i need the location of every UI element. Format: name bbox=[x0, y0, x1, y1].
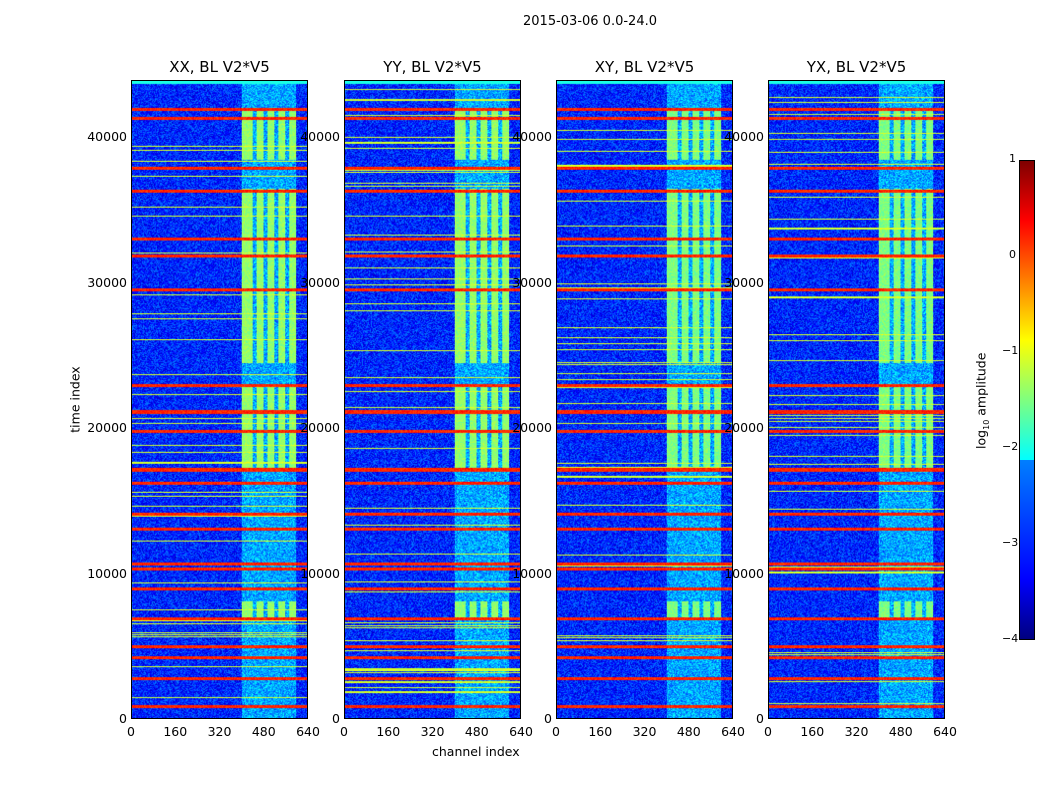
y-tick-label: 10000 bbox=[87, 565, 127, 581]
y-tick-label: 0 bbox=[119, 711, 127, 726]
y-tick-label: 0 bbox=[332, 711, 340, 726]
x-tick-label: 0 bbox=[764, 724, 772, 739]
heatmap-panel bbox=[556, 80, 733, 719]
colorbar-tick-label: −1 bbox=[1002, 344, 1019, 357]
colorbar-label-sub: 10 bbox=[981, 419, 991, 430]
x-tick-label: 0 bbox=[340, 724, 348, 739]
y-tick-label: 20000 bbox=[512, 420, 552, 436]
y-tick-label: 0 bbox=[544, 711, 552, 726]
x-axis-label: channel index bbox=[432, 744, 520, 759]
x-tick-label: 640 bbox=[933, 724, 957, 739]
x-tick-label: 640 bbox=[721, 724, 745, 739]
colorbar-label-prefix: log bbox=[973, 429, 989, 449]
colorbar-tick-label: −4 bbox=[1002, 632, 1019, 645]
panel-title: XX, BL V2*V5 bbox=[169, 58, 270, 76]
x-tick-label: 160 bbox=[163, 724, 188, 739]
y-tick-label: 20000 bbox=[87, 420, 127, 436]
x-tick-label: 480 bbox=[888, 724, 913, 739]
figure-title: 2015-03-06 0.0-24.0 bbox=[523, 14, 657, 29]
y-tick-label: 20000 bbox=[300, 420, 340, 436]
y-tick-label: 30000 bbox=[300, 274, 340, 290]
y-tick-label: 40000 bbox=[87, 129, 127, 145]
y-tick-label: 30000 bbox=[87, 274, 127, 290]
colorbar-tick-label: 1 bbox=[1009, 152, 1016, 165]
colorbar-tick-label: −2 bbox=[1002, 440, 1019, 453]
y-tick-label: 30000 bbox=[512, 274, 552, 290]
colorbar-label-suffix: amplitude bbox=[973, 352, 989, 420]
x-tick-label: 320 bbox=[844, 724, 869, 739]
panel-title: YY, BL V2*V5 bbox=[383, 58, 482, 76]
x-tick-label: 0 bbox=[552, 724, 560, 739]
x-tick-label: 160 bbox=[588, 724, 613, 739]
x-tick-label: 320 bbox=[420, 724, 445, 739]
x-tick-label: 480 bbox=[676, 724, 701, 739]
heatmap-panel bbox=[768, 80, 945, 719]
x-tick-label: 640 bbox=[509, 724, 533, 739]
colorbar-label: log10 amplitude bbox=[973, 341, 991, 461]
y-tick-label: 10000 bbox=[512, 565, 552, 581]
y-tick-label: 10000 bbox=[724, 565, 764, 581]
colorbar-tick-label: −3 bbox=[1002, 536, 1019, 549]
x-tick-label: 480 bbox=[251, 724, 276, 739]
x-tick-label: 480 bbox=[464, 724, 489, 739]
colorbar-tick-label: 0 bbox=[1009, 248, 1016, 261]
x-tick-label: 640 bbox=[296, 724, 320, 739]
heatmap-panel bbox=[131, 80, 308, 719]
x-tick-label: 160 bbox=[800, 724, 825, 739]
x-tick-label: 320 bbox=[632, 724, 657, 739]
panel-title: XY, BL V2*V5 bbox=[594, 58, 695, 76]
y-tick-label: 40000 bbox=[724, 129, 764, 145]
x-tick-label: 0 bbox=[127, 724, 135, 739]
y-tick-label: 40000 bbox=[300, 129, 340, 145]
colorbar bbox=[1019, 160, 1035, 640]
y-axis-label: time index bbox=[67, 366, 83, 433]
x-tick-label: 160 bbox=[376, 724, 401, 739]
x-tick-label: 320 bbox=[207, 724, 232, 739]
y-tick-label: 30000 bbox=[724, 274, 764, 290]
y-tick-label: 40000 bbox=[512, 129, 552, 145]
heatmap-panel bbox=[344, 80, 521, 719]
y-tick-label: 0 bbox=[756, 711, 764, 726]
y-tick-label: 10000 bbox=[300, 565, 340, 581]
panel-title: YX, BL V2*V5 bbox=[806, 58, 907, 76]
y-tick-label: 20000 bbox=[724, 420, 764, 436]
